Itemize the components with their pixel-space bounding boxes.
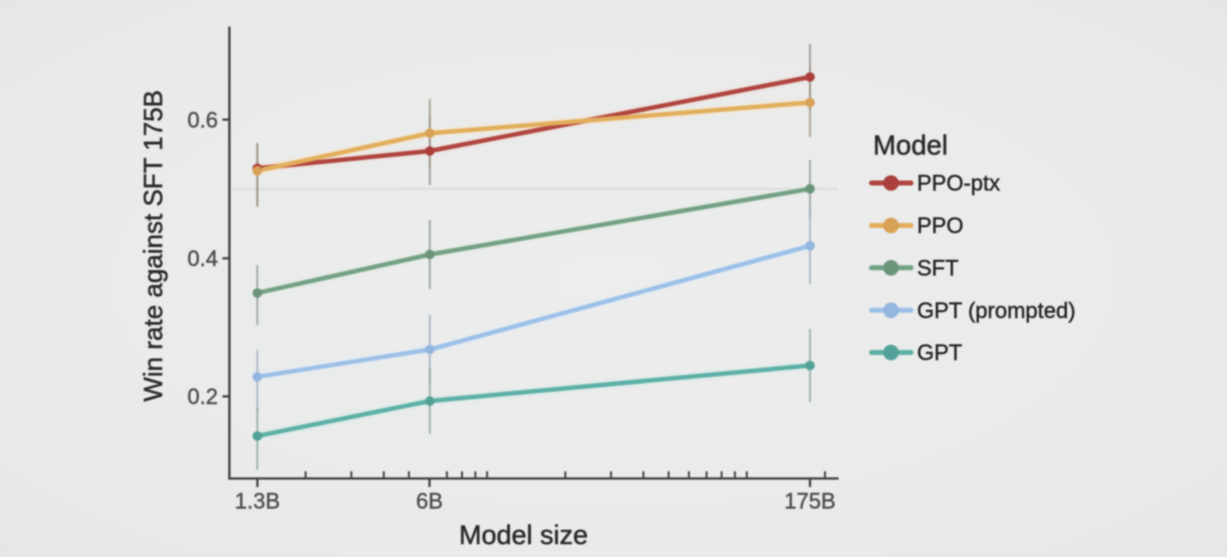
svg-text:PPO-ptx: PPO-ptx [917,171,1000,196]
svg-text:GPT: GPT [917,340,962,365]
svg-text:0.2: 0.2 [187,384,218,409]
svg-text:GPT (prompted): GPT (prompted) [917,298,1076,323]
svg-text:Win rate against SFT 175B: Win rate against SFT 175B [138,90,168,402]
svg-text:6B: 6B [416,489,443,514]
svg-text:0.6: 0.6 [187,107,218,132]
svg-text:PPO: PPO [917,213,963,238]
svg-text:SFT: SFT [917,256,959,281]
svg-text:Model: Model [873,130,948,161]
svg-text:Model size: Model size [459,520,588,550]
svg-text:0.4: 0.4 [187,246,218,271]
svg-text:175B: 175B [784,489,835,514]
svg-text:1.3B: 1.3B [235,489,280,514]
